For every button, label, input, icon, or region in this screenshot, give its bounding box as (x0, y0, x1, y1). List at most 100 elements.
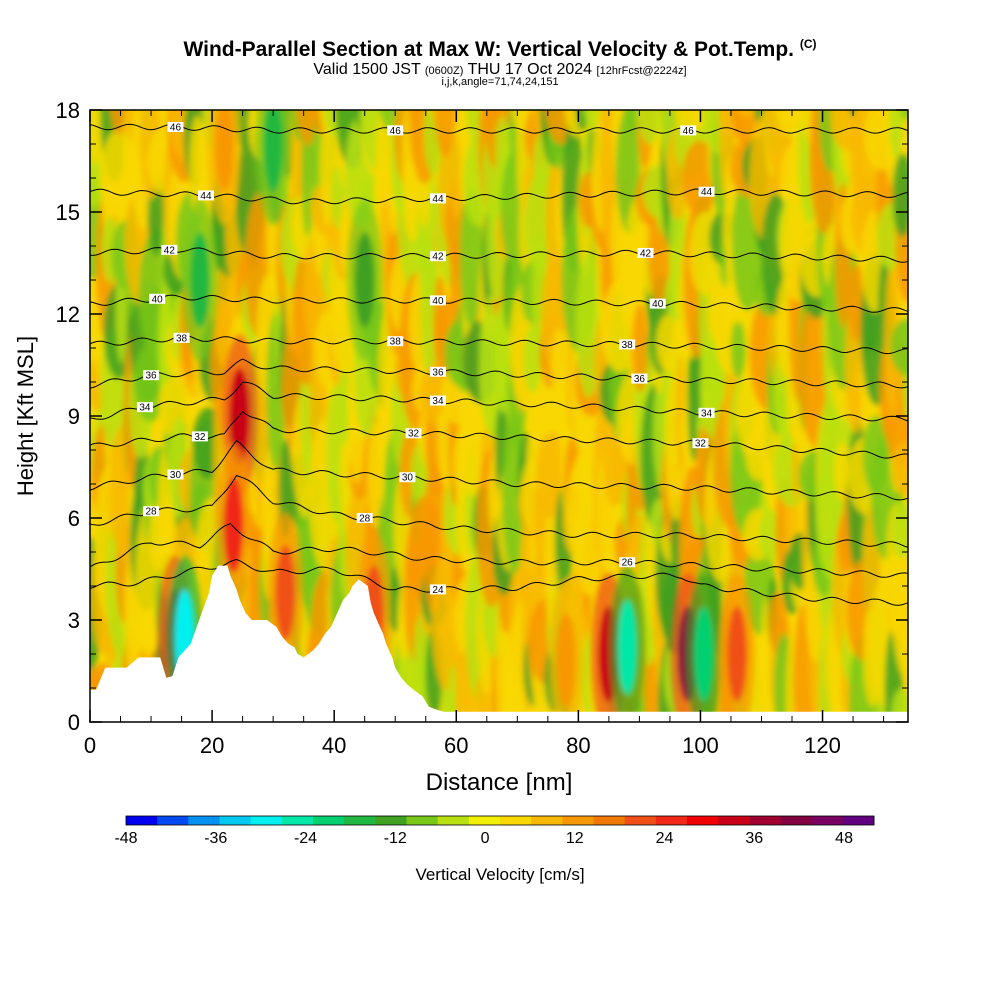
svg-text:32: 32 (695, 439, 707, 450)
colorbar-tick-label: 48 (835, 830, 853, 847)
velocity-cell (635, 110, 663, 145)
colorbar-swatch (250, 816, 283, 825)
velocity-cell (631, 303, 649, 393)
svg-text:24: 24 (432, 585, 444, 596)
velocity-cell (259, 110, 283, 126)
svg-text:42: 42 (640, 248, 652, 259)
theta-contour-label: 28 (143, 506, 160, 518)
velocity-feature (693, 606, 714, 702)
velocity-cell (526, 42, 536, 93)
y-tick-label: 6 (68, 506, 80, 531)
svg-text:34: 34 (701, 408, 713, 419)
y-tick-label: 18 (56, 98, 80, 123)
colorbar-swatch (313, 816, 345, 825)
svg-text:46: 46 (170, 123, 182, 134)
copyright-mark: (C) (799, 37, 817, 51)
colorbar-swatch (842, 816, 875, 825)
colorbar-swatch (811, 816, 844, 825)
velocity-feature (617, 599, 637, 695)
colorbar-swatch (687, 816, 719, 825)
velocity-cell (251, 44, 268, 110)
velocity-cell (737, 110, 758, 118)
theta-contour-label: 34 (698, 407, 715, 419)
theta-contour-label: 26 (619, 557, 636, 569)
svg-text:40: 40 (652, 299, 664, 310)
theta-contour-34 (90, 381, 908, 422)
colorbar-tick-label: -12 (384, 830, 407, 847)
theta-contour-label: 36 (429, 366, 446, 378)
velocity-cell (900, 110, 908, 121)
colorbar-tick-label: -48 (114, 830, 137, 847)
svg-text:42: 42 (432, 252, 444, 263)
theta-contour-label: 44 (429, 193, 446, 205)
theta-contour-label: 42 (161, 244, 178, 256)
colorbar-swatch (375, 816, 407, 825)
theta-contour-label: 32 (191, 431, 208, 443)
colorbar-swatch (188, 816, 220, 825)
theta-contour-label: 42 (429, 251, 446, 263)
theta-contour-label: 40 (649, 298, 666, 310)
colorbar-swatch (406, 816, 439, 825)
theta-contour-label: 44 (698, 186, 715, 198)
svg-text:38: 38 (176, 333, 188, 344)
theta-contour-label: 34 (429, 395, 446, 407)
x-axis-label: Distance [nm] (426, 769, 573, 796)
velocity-cell (659, 110, 667, 117)
colorbar-tick-label: 24 (656, 830, 674, 847)
theta-contour-label: 46 (680, 125, 697, 137)
chart-subtitle-indices: i,j,k,angle=71,74,24,151 (441, 76, 559, 88)
svg-text:28: 28 (359, 514, 371, 525)
svg-text:26: 26 (622, 558, 634, 569)
velocity-cell (655, 314, 681, 373)
velocity-cell (403, 10, 427, 104)
colorbar-swatch (126, 816, 158, 825)
velocity-feature (354, 232, 375, 328)
x-tick-label: 80 (566, 733, 590, 758)
svg-text:44: 44 (432, 194, 444, 205)
velocity-cell (636, 110, 654, 169)
velocity-cell (892, 153, 908, 238)
velocity-cell (399, 17, 412, 97)
x-tick-label: 40 (322, 733, 346, 758)
colorbar-swatch (219, 816, 252, 825)
velocity-cell (754, 110, 765, 126)
svg-text:36: 36 (634, 374, 646, 385)
velocity-cell (485, 110, 493, 121)
velocity-cell (252, 110, 257, 111)
colorbar-swatch (437, 816, 470, 825)
colorbar-swatch (157, 816, 189, 825)
svg-text:36: 36 (432, 367, 444, 378)
theta-contour-label: 32 (692, 438, 709, 450)
svg-text:34: 34 (432, 396, 444, 407)
velocity-cell (544, 496, 558, 629)
theta-contour-label: 42 (637, 247, 654, 259)
colorbar-swatch (718, 816, 750, 825)
velocity-feature (223, 477, 244, 573)
theta-contour-label: 30 (167, 469, 184, 481)
velocity-cell (892, 441, 908, 496)
theta-contour-label: 36 (631, 373, 648, 385)
colorbar-swatch (468, 816, 501, 825)
colorbar-tick-label: -24 (294, 830, 317, 847)
velocity-cell (511, 110, 529, 134)
chart-title: Wind-Parallel Section at Max W: Vertical… (183, 37, 817, 61)
theta-contour-label: 40 (149, 293, 166, 305)
svg-text:30: 30 (170, 470, 182, 481)
velocity-cell (620, 262, 636, 333)
theta-contour-42 (90, 247, 908, 263)
svg-text:36: 36 (145, 371, 157, 382)
y-tick-label: 12 (56, 302, 80, 327)
theta-contour-label: 38 (387, 336, 404, 348)
theta-contour-label: 46 (167, 122, 184, 134)
y-tick-label: 9 (68, 404, 80, 429)
colorbar-frame (125, 815, 875, 826)
colorbar-swatch (624, 816, 657, 825)
colorbar-tick-label: 12 (566, 830, 584, 847)
theta-contour-28 (90, 474, 908, 548)
velocity-cell (849, 110, 855, 118)
svg-text:34: 34 (139, 403, 151, 414)
velocity-cell (520, 520, 531, 609)
svg-text:46: 46 (683, 126, 695, 137)
velocity-cell (889, 110, 904, 159)
